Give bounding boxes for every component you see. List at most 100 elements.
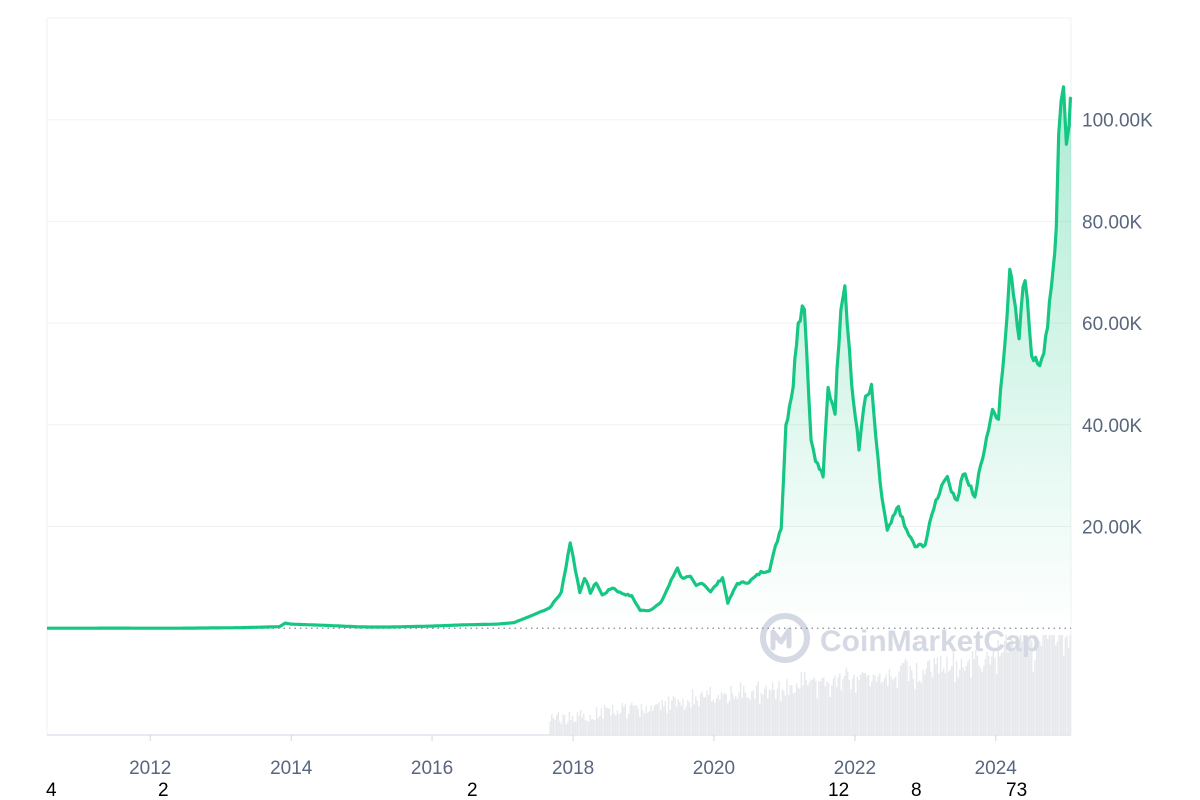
- volume-bar: [856, 677, 859, 735]
- volume-bar: [655, 704, 657, 735]
- volume-bar: [1029, 635, 1031, 735]
- volume-bar: [959, 669, 961, 735]
- volume-bar: [983, 666, 985, 735]
- volume-bar: [571, 715, 574, 735]
- volume-bar: [711, 701, 713, 735]
- volume-bar: [967, 661, 969, 735]
- volume-bar: [896, 688, 899, 735]
- volume-bar: [616, 710, 619, 735]
- volume-bar: [551, 714, 553, 735]
- volume-bar: [810, 679, 812, 735]
- volume-bar: [757, 681, 759, 735]
- volume-bar: [919, 680, 921, 735]
- volume-bar: [887, 685, 889, 735]
- volume-bar: [714, 702, 716, 735]
- volume-bar: [848, 680, 851, 735]
- volume-bar: [1000, 652, 1003, 735]
- volume-bar: [1064, 637, 1067, 735]
- volume-bar: [730, 685, 732, 735]
- volume-bar: [650, 705, 652, 735]
- volume-bar: [589, 715, 591, 735]
- volume-bar: [664, 701, 667, 735]
- volume-bar: [709, 686, 711, 735]
- volume-bar: [608, 708, 611, 735]
- volume-bar: [815, 681, 817, 735]
- volume-bar: [979, 668, 982, 735]
- volume-bar: [949, 669, 951, 735]
- volume-bar: [951, 665, 953, 735]
- volume-bar: [880, 683, 883, 735]
- volume-bar: [1061, 635, 1063, 735]
- watermark-text: CoinMarketCap: [820, 625, 1040, 658]
- volume-bar: [747, 697, 750, 735]
- volume-bar: [763, 688, 766, 735]
- volume-bar: [792, 693, 795, 735]
- volume-bar: [728, 700, 731, 735]
- volume-bar: [871, 681, 873, 735]
- volume-bar: [1051, 635, 1054, 735]
- volume-bar: [795, 683, 798, 735]
- volume-bar: [615, 715, 617, 735]
- volume-bar: [640, 704, 643, 735]
- volume-bar: [803, 671, 806, 735]
- volume-bar: [595, 707, 598, 735]
- volume-bar: [824, 686, 827, 735]
- volume-bar: [904, 658, 907, 735]
- volume-bar: [875, 681, 878, 735]
- volume-bar: [701, 691, 703, 735]
- volume-bar: [1058, 635, 1060, 735]
- volume-bar: [677, 699, 679, 735]
- volume-bar: [613, 713, 615, 735]
- volume-bar: [965, 665, 967, 735]
- volume-bar: [1042, 635, 1044, 735]
- volume-bar: [651, 710, 654, 735]
- footer-numbers: 4 2 2 12 8 73: [46, 780, 1027, 800]
- volume-bar: [618, 714, 620, 735]
- volume-bar: [943, 667, 945, 735]
- volume-bar: [885, 674, 887, 735]
- volume-bar: [851, 678, 854, 735]
- volume-bar: [989, 664, 991, 735]
- volume-bar: [923, 674, 926, 735]
- volume-bar: [911, 670, 913, 735]
- logo-m: [770, 627, 792, 651]
- volume-bar: [944, 673, 947, 735]
- volume-bar: [789, 685, 791, 735]
- volume-bar: [565, 724, 567, 735]
- volume-bar: [962, 666, 964, 735]
- volume-bar: [914, 688, 916, 735]
- volume-bar: [915, 662, 918, 735]
- volume-bar: [1023, 635, 1025, 735]
- volume-bar: [909, 666, 911, 735]
- volume-bar: [835, 687, 838, 735]
- volume-bar: [981, 671, 983, 735]
- volume-bar: [823, 677, 825, 735]
- volume-bar: [627, 713, 630, 735]
- volume-bar: [602, 718, 604, 735]
- volume-bar: [794, 692, 796, 735]
- volume-bar: [591, 719, 593, 735]
- volume-bar: [847, 671, 849, 735]
- volume-bar: [832, 679, 835, 735]
- volume-bar: [584, 720, 587, 735]
- volume-bar: [775, 699, 777, 735]
- volume-bar: [653, 705, 655, 735]
- volume-bar: [735, 695, 737, 735]
- price-area-fill: [47, 86, 1071, 629]
- volume-bar: [986, 652, 988, 735]
- volume-bar: [917, 682, 919, 735]
- volume-bar: [863, 673, 865, 735]
- volume-bar: [682, 698, 684, 735]
- volume-bar: [583, 713, 585, 735]
- volume-bar: [759, 703, 761, 735]
- volume-bar: [773, 690, 775, 735]
- volume-bar: [680, 705, 683, 735]
- volume-bar: [872, 674, 875, 735]
- volume-bar: [672, 696, 675, 735]
- volume-bar: [770, 690, 772, 735]
- y-tick-label: 100.00K: [1082, 111, 1153, 132]
- volume-bar: [879, 673, 881, 735]
- footer-number-6: 73: [1006, 780, 1027, 800]
- volume-bar: [760, 692, 763, 735]
- volume-bar: [696, 700, 699, 735]
